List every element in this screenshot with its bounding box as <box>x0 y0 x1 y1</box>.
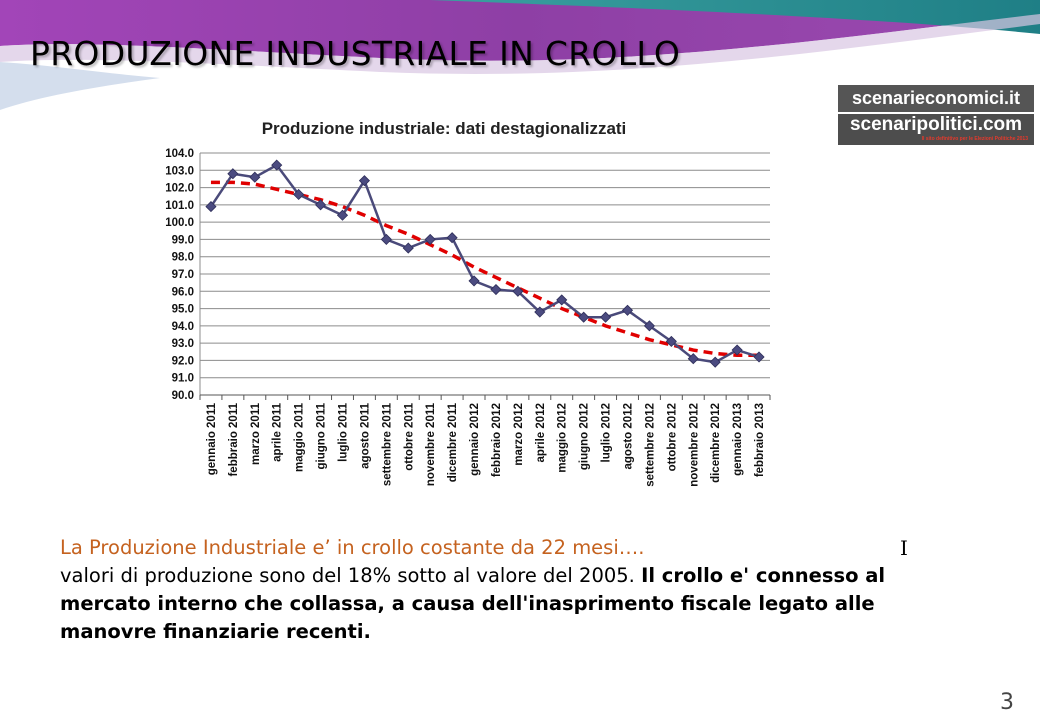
data-point-marker <box>205 201 217 213</box>
y-tick-label: 99.0 <box>172 234 194 246</box>
data-point-marker <box>336 209 349 221</box>
data-point-marker <box>709 356 721 368</box>
trend-line <box>210 180 760 357</box>
data-point-marker <box>402 242 414 254</box>
data-point-marker <box>315 199 327 211</box>
data-point-marker <box>665 335 677 347</box>
data-point-marker <box>424 233 436 245</box>
y-tick-label: 100.0 <box>165 217 194 229</box>
data-point-marker <box>753 351 765 363</box>
y-tick-label: 95.0 <box>172 304 194 316</box>
data-point-marker <box>468 275 480 287</box>
x-tick-label: maggio 2011 <box>294 402 306 472</box>
y-tick-label: 101.0 <box>165 200 194 212</box>
x-tick-label: settembre 2011 <box>381 402 393 486</box>
data-point-marker <box>227 168 239 180</box>
industrial-production-chart: Produzione industriale: dati destagional… <box>165 119 771 487</box>
y-tick-label: 93.0 <box>172 338 194 350</box>
x-tick-label: aprile 2011 <box>272 402 284 461</box>
x-tick-label: aprile 2012 <box>535 403 547 462</box>
x-tick-label: marzo 2012 <box>513 403 525 466</box>
commentary-highlight: La Produzione Industriale e’ in crollo c… <box>60 536 645 559</box>
data-point-marker <box>249 171 261 183</box>
data-point-marker <box>490 283 502 296</box>
page-number: 3 <box>1000 690 1014 715</box>
x-tick-label: agosto 2011 <box>359 402 371 468</box>
x-tick-label: novembre 2011 <box>425 402 437 486</box>
data-point-marker <box>578 311 590 323</box>
x-tick-label: giugno 2012 <box>579 403 591 470</box>
x-tick-label: maggio 2012 <box>557 403 569 473</box>
x-tick-label: ottobre 2012 <box>666 403 678 471</box>
y-tick-label: 96.0 <box>172 286 194 298</box>
series-layer <box>205 159 765 368</box>
data-point-marker <box>643 320 655 332</box>
grid-lines <box>199 152 770 396</box>
data-point-marker <box>380 233 392 245</box>
y-tick-label: 103.0 <box>165 165 194 177</box>
y-tick-label: 91.0 <box>172 373 194 385</box>
x-tick-label: settembre 2012 <box>644 403 656 487</box>
y-tick-label: 98.0 <box>172 252 194 264</box>
slide-title: PRODUZIONE INDUSTRIALE IN CROLLO <box>30 34 681 73</box>
x-tick-label: novembre 2012 <box>688 403 700 487</box>
logo-line1: scenarieconomici.it <box>838 85 1034 114</box>
y-tick-label: 90.0 <box>172 390 194 402</box>
x-tick-label: luglio 2012 <box>601 403 613 462</box>
data-point-marker <box>687 353 699 365</box>
x-tick-label: gennaio 2013 <box>732 403 744 476</box>
chart-title: Produzione industriale: dati destagional… <box>262 119 627 138</box>
x-tick-label: ottobre 2011 <box>403 402 415 470</box>
commentary-text: La Produzione Industriale e’ in crollo c… <box>60 534 960 646</box>
x-tick-label: gennaio 2011 <box>206 402 218 475</box>
x-tick-label: agosto 2012 <box>623 403 635 469</box>
data-point-marker <box>621 304 634 316</box>
x-tick-label: febbraio 2013 <box>754 403 766 477</box>
text-cursor-icon: I <box>900 536 908 560</box>
commentary-bold: Il crollo e' connesso al mercato interno… <box>60 564 886 643</box>
logo-tagline: Il sito definitivo per le Elezioni Polit… <box>921 136 1028 142</box>
data-point-marker <box>446 232 458 244</box>
x-tick-label: marzo 2011 <box>250 402 262 465</box>
x-tick-label: dicembre 2011 <box>447 402 459 482</box>
title-banner <box>0 0 1040 110</box>
data-point-marker <box>731 344 743 356</box>
data-point-marker <box>556 294 568 306</box>
y-tick-label: 104.0 <box>165 148 194 160</box>
commentary-normal: valori di produzione sono del 18% sotto … <box>60 564 635 587</box>
y-axis-ticks: 90.0 91.0 92.0 93.0 94.0 95.0 96.0 97.0 98.0 99.0… <box>165 148 194 402</box>
data-point-marker <box>271 159 283 171</box>
x-axis-ticks: gennaio 2011 febbraio 2011 marzo 2011 april… <box>199 395 771 487</box>
data-point-marker <box>293 188 305 201</box>
x-tick-label: febbraio 2012 <box>491 403 503 477</box>
y-tick-label: 97.0 <box>172 269 194 281</box>
logo-line2: scenaripolitici.com <box>849 114 1023 135</box>
x-tick-label: febbraio 2011 <box>228 402 240 476</box>
y-tick-label: 92.0 <box>172 355 194 367</box>
x-tick-label: gennaio 2012 <box>469 403 481 476</box>
data-point-marker <box>600 311 612 323</box>
y-tick-label: 102.0 <box>165 183 194 195</box>
scenarieconomici-logo: scenarieconomici.it scenaripolitici.com … <box>838 85 1034 145</box>
data-point-marker <box>512 285 524 297</box>
data-point-marker <box>358 175 370 187</box>
y-tick-label: 94.0 <box>172 321 194 333</box>
x-tick-label: dicembre 2012 <box>710 403 722 483</box>
x-tick-label: luglio 2011 <box>338 402 350 461</box>
data-point-marker <box>534 306 546 318</box>
x-tick-label: giugno 2011 <box>316 402 328 469</box>
